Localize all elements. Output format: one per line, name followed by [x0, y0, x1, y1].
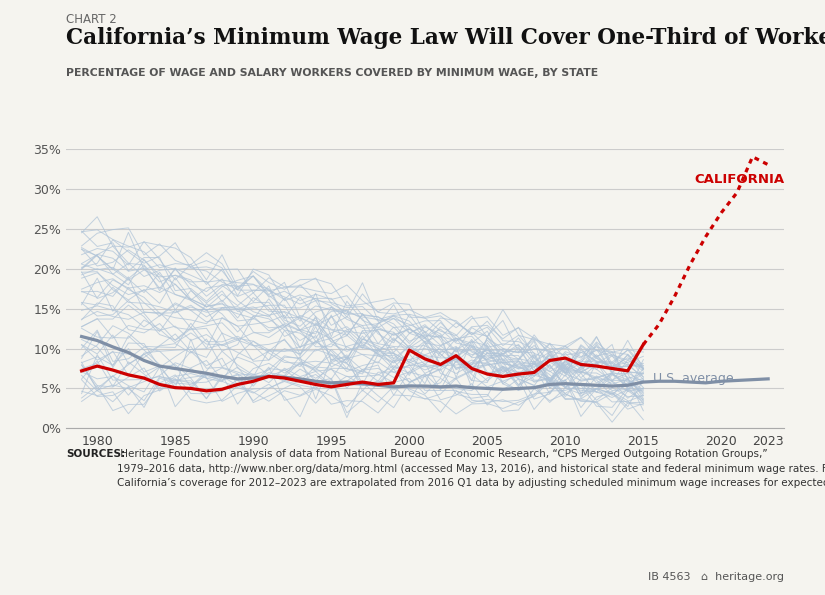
- Text: SOURCES:: SOURCES:: [66, 449, 125, 459]
- Text: CHART 2: CHART 2: [66, 13, 117, 26]
- Text: IB 4563   ⌂  heritage.org: IB 4563 ⌂ heritage.org: [648, 572, 784, 582]
- Text: Heritage Foundation analysis of data from National Bureau of Economic Research, : Heritage Foundation analysis of data fro…: [117, 449, 825, 488]
- Text: CALIFORNIA: CALIFORNIA: [695, 173, 785, 186]
- Text: U.S. average: U.S. average: [653, 372, 733, 385]
- Text: California’s Minimum Wage Law Will Cover One-Third of Workers: California’s Minimum Wage Law Will Cover…: [66, 27, 825, 49]
- Text: PERCENTAGE OF WAGE AND SALARY WORKERS COVERED BY MINIMUM WAGE, BY STATE: PERCENTAGE OF WAGE AND SALARY WORKERS CO…: [66, 68, 598, 79]
